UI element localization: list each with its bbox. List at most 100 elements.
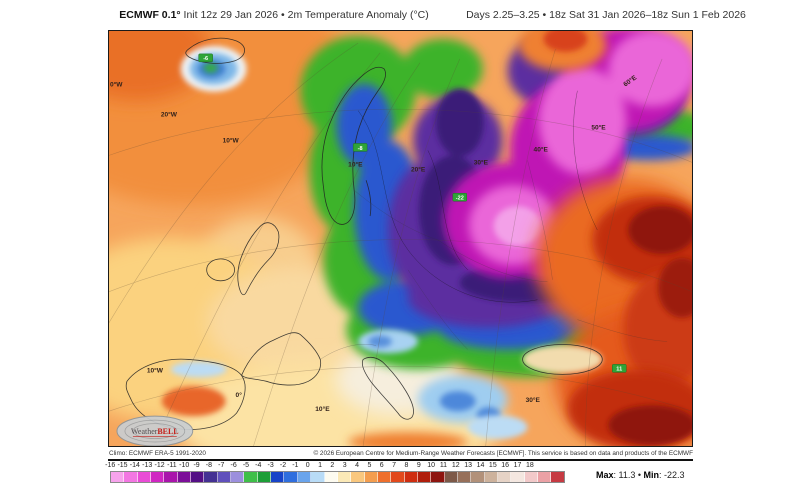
colorbar-tick-label: -6 [230,462,237,469]
contour-label-box [612,364,627,373]
geo-label: 10°W [223,136,240,144]
footer-divider [108,459,693,461]
min-label: Min [643,470,660,480]
geo-label: 10°W [147,366,164,374]
colorbar-cell [257,472,272,482]
model-name: ECMWF 0.1° [119,9,181,21]
colorbar-tick-label: 6 [379,462,384,469]
colorbar-tick-label: -5 [242,462,250,469]
colorbar-cell [431,472,445,482]
geo-label: 50°E [591,124,606,132]
colorbar-cell [337,472,352,482]
contour-label-value: -6 [203,56,208,62]
colorbar-cell [124,472,138,482]
colorbar-cell [377,472,392,482]
colorbar-cell [404,472,418,482]
colorbar-cell [217,472,232,482]
colorbar-tick-label: 18 [525,462,534,469]
colorbar-cell [497,472,512,482]
max-value: : 11.3 • [613,470,644,480]
geo-label: 0°W [110,81,123,89]
colorbar-tick-label: 4 [355,462,359,469]
weather-map: 0°W 20°W 10°W 10°E 20°E 30°E 40°E 50°E 60°E 10°W 0… [108,30,693,447]
colorbar-tick-label: -9 [193,462,200,469]
geo-label: 30°E [526,396,541,404]
colorbar-cell [484,472,498,482]
colorbar-tick-label: -7 [218,462,225,469]
colorbar-tick-label: 2 [330,462,335,469]
geo-label: 20°W [161,111,178,119]
country-borders [320,160,668,360]
colorbar-tick-label: 1 [318,462,322,469]
weatherbell-logo: WeatherBELL [116,415,194,446]
colorbar-cell [538,472,552,482]
colorbar-cell [311,472,325,482]
colorbar-cell [324,472,338,482]
geo-label: 30°E [474,158,489,166]
colorbar-cell [511,472,525,482]
colorbar-tick-label: 3 [342,462,347,469]
colorbar-tick-label: 11 [439,462,448,469]
colorbar-tick-label: -1 [292,462,299,469]
copyright-notice: © 2026 European Centre for Medium-Range … [313,450,693,457]
colorbar-tick-label: -4 [255,462,262,469]
colorbar-tick-label: -3 [267,462,274,469]
colorbar-tick-label: 16 [501,462,510,469]
contour-label-value: 11 [616,367,622,373]
geo-label: 10°E [315,405,330,413]
colorbar-cell [164,472,178,482]
colorbar-cell [417,472,432,482]
logo-text: WeatherBELL [131,427,179,436]
map-canvas: 0°W20°W10°W10°E20°E30°E40°E50°E60°E10°W0… [109,31,692,446]
colorbar-tick-label: -12 [154,462,165,469]
colorbar-tick-label: -11 [167,462,177,469]
colorbar-cell [351,472,365,482]
colorbar-tick-label: -13 [142,462,153,469]
contour-label-value: -8 [358,146,363,152]
climo-reference: Climo: ECMWF ERA-5 1991-2020 [109,450,206,457]
geo-label: 0° [236,391,243,399]
colorbar-cell [471,472,485,482]
contour-label-box [352,143,368,152]
colorbar-cell [297,472,312,482]
colorbar-cell [444,472,458,482]
anomaly-contours [357,90,598,303]
colorbar-tick-label: -15 [117,462,128,469]
contour-label-value: -22 [456,196,464,202]
valid-time-range: Days 2.25–3.25 • 18z Sat 31 Jan 2026–18z… [466,9,746,21]
colorbar-cell [271,472,285,482]
colorbar-tick-label: -16 [105,462,116,469]
colorbar-cell [551,472,564,482]
colorbar [110,471,565,483]
colorbar-cell [524,472,538,482]
colorbar-cell [244,472,258,482]
geo-label: 20°E [411,165,426,173]
colorbar-cell [151,472,165,482]
colorbar-cell [177,472,192,482]
colorbar-tick-label: 8 [404,462,409,469]
colorbar-tick-label: 7 [392,462,397,469]
colorbar-tick-label: 13 [464,462,473,469]
colorbar-cell [364,472,378,482]
colorbar-cell [111,472,125,482]
map-title: ECMWF 0.1° Init 12z 29 Jan 2026 • 2m Tem… [108,9,440,21]
anomaly-field [109,31,692,446]
geo-label: 10°E [348,160,363,168]
colorbar-cell [191,472,205,482]
geo-label: 40°E [534,145,549,153]
colorbar-cell [231,472,245,482]
colorbar-tick-label: -8 [205,462,213,469]
colorbar-tick-label: 14 [476,462,485,469]
contour-label-box [198,53,213,63]
max-min-readout: Max: 11.3 • Min: -22.3 [596,470,685,480]
min-value: : -22.3 [659,470,685,480]
colorbar-tick-label: 0 [305,462,310,469]
colorbar-ticks: -16 -15 -14 -13 -12 -11 -10 -9 -8 -7 -6 -5 -4 -3 -2 -1 0… [104,462,536,469]
colorbar-tick-label: -10 [179,462,190,469]
init-and-variable: Init 12z 29 Jan 2026 • 2m Temperature An… [180,9,429,21]
colorbar-tick-label: 17 [513,462,522,469]
colorbar-tick-label: 15 [488,462,497,469]
colorbar-tick-label: -14 [129,462,140,469]
colorbar-tick-label: 9 [416,462,421,469]
